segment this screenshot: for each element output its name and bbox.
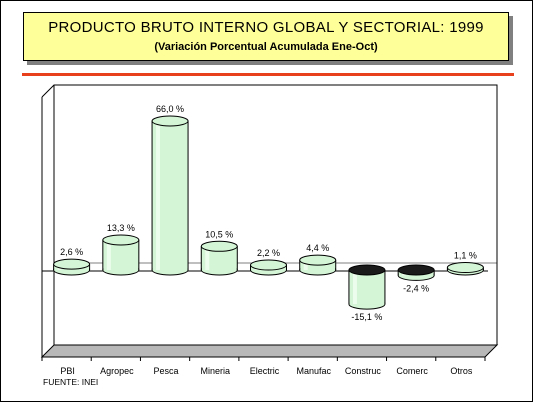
bar-top [299, 254, 337, 266]
data-label: 13,3 % [107, 223, 135, 233]
bar-highlight [106, 239, 111, 270]
bar-top [53, 258, 91, 270]
tick-label: PBI [60, 366, 75, 376]
data-label: -2,4 % [403, 283, 429, 293]
data-label: 2,6 % [60, 247, 83, 257]
data-label: 2,2 % [257, 248, 280, 258]
bar-pesca [151, 115, 189, 276]
bar-agropec [102, 234, 140, 276]
data-label: 4,4 % [306, 243, 329, 253]
category-axis: PBI Agropec Pesca Mineria Electric Manufac Con… [41, 357, 486, 376]
data-label: 1,1 % [454, 251, 477, 261]
tick-label: Pesca [154, 366, 179, 376]
bar-highlight [352, 270, 357, 305]
plot-area [42, 85, 497, 357]
tick-label: Agropec [100, 366, 134, 376]
bar-top [348, 264, 386, 276]
bar-top [102, 234, 140, 246]
title-box: PRODUCTO BRUTO INTERNO GLOBAL Y SECTORIA… [23, 12, 509, 61]
bar-otros [446, 262, 484, 276]
bar-top [250, 259, 287, 271]
plot-border-top [41, 84, 498, 345]
source-note: FUENTE: INEI [43, 377, 99, 387]
tick-label: Manufac [296, 366, 331, 376]
title-underline [22, 73, 514, 76]
bar-top [397, 264, 435, 276]
chart-box [40, 84, 499, 358]
tick-label: Otros [450, 366, 473, 376]
data-label: 66,0 % [156, 104, 184, 114]
bar-top [151, 115, 189, 127]
bar-highlight [205, 246, 210, 270]
data-labels: 2,6 % 13,3 % 66,0 % 10,5 % 2,2 % 4,4 % -15,1 %… [60, 104, 477, 322]
bar-body-cover [201, 246, 237, 270]
bar-mineria [200, 240, 238, 276]
bar-highlight [303, 260, 308, 270]
bar-construc [348, 264, 386, 310]
tick-label: Mineria [201, 366, 231, 376]
bar-electric [250, 259, 287, 276]
bar-pbi [53, 258, 91, 276]
chart-floor [40, 344, 499, 358]
bar-top [446, 262, 484, 274]
bars [53, 115, 484, 310]
bar-comerc [397, 264, 435, 281]
data-label: 10,5 % [205, 229, 233, 239]
tick-label: Construc [345, 366, 382, 376]
tick-label: Comerc [396, 366, 428, 376]
tick-label: Electric [250, 366, 280, 376]
chart-subtitle: (Variación Porcentual Acumulada Ene-Oct) [154, 41, 378, 53]
data-label: -15,1 % [351, 312, 382, 322]
chart-title: PRODUCTO BRUTO INTERNO GLOBAL Y SECTORIA… [48, 19, 484, 36]
bar-manufac [299, 254, 337, 276]
bar-top [200, 240, 238, 252]
bar-highlight [156, 121, 161, 270]
